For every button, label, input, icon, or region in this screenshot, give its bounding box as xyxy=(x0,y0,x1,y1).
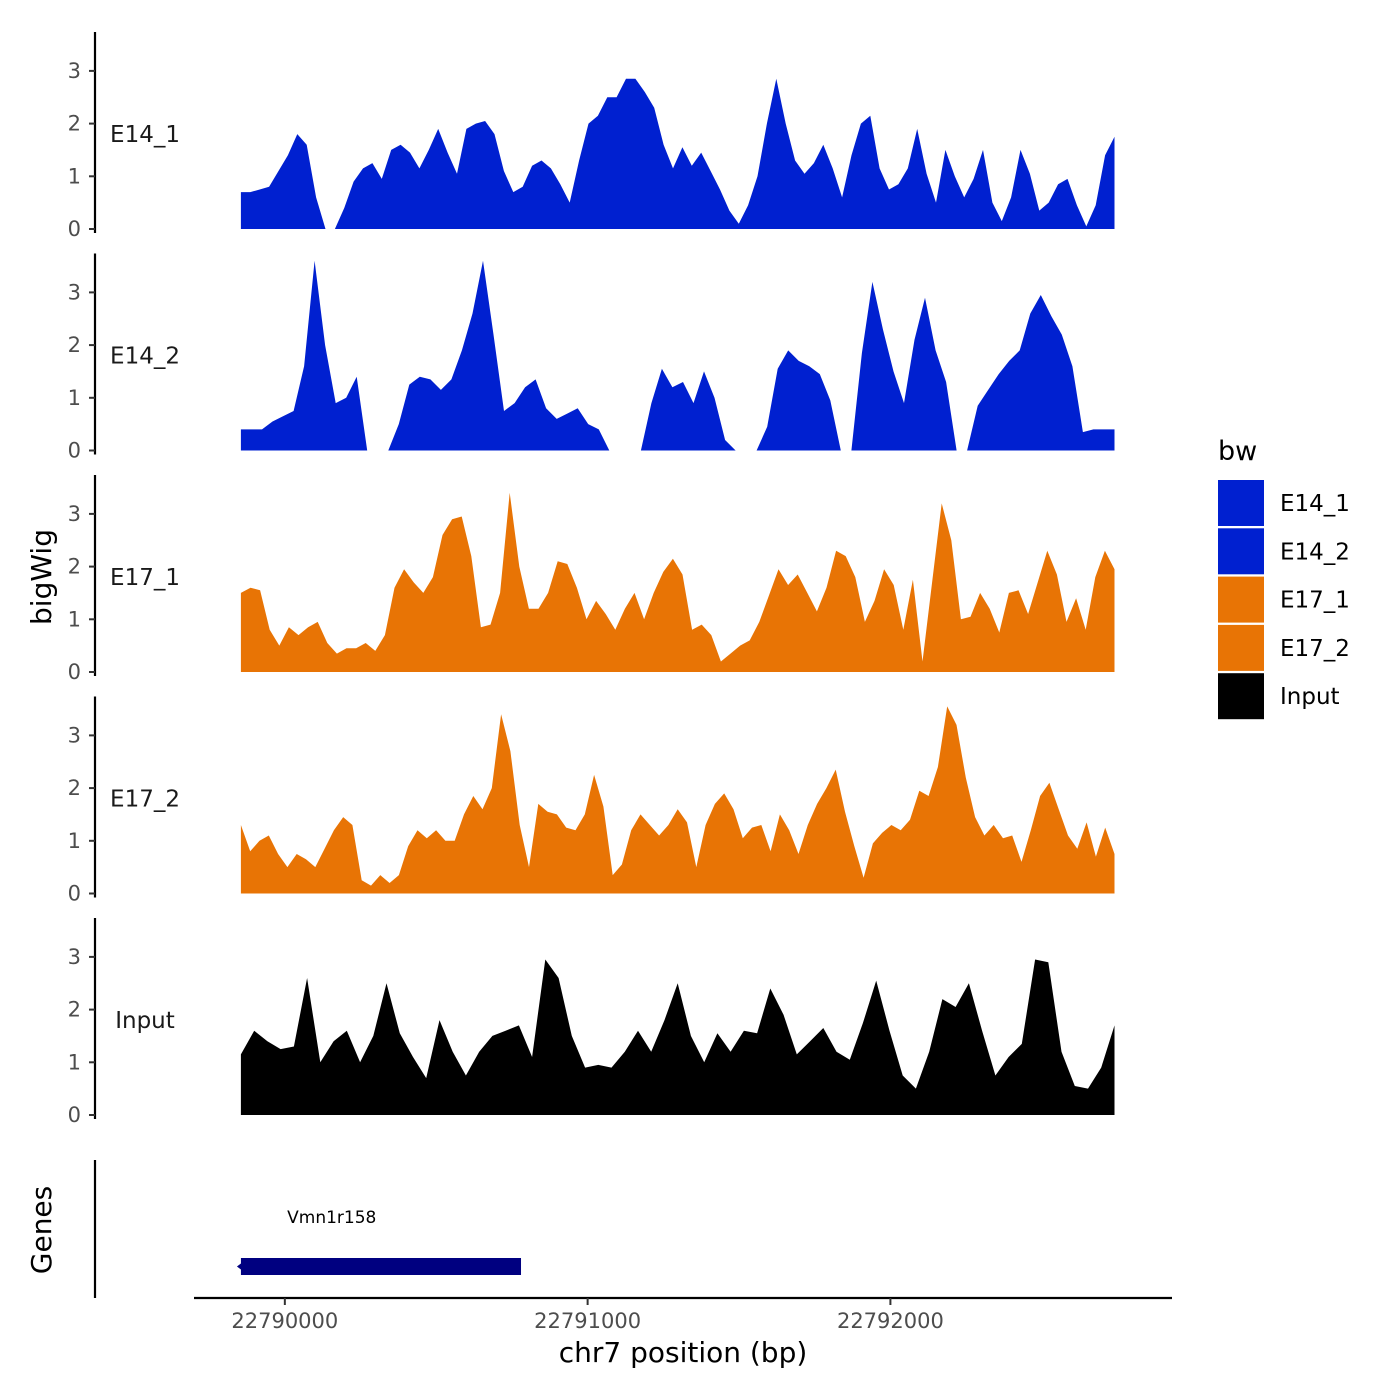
y-tick-label-Input-0: 0 xyxy=(68,1103,81,1127)
track-E17_1: 0 1 2 3 E17_1 xyxy=(68,475,1115,684)
track-label-E14_2: E14_2 xyxy=(110,344,180,370)
track-label-E17_2: E17_2 xyxy=(110,787,180,813)
y-tick-label-E17_1-3: 3 xyxy=(68,502,81,526)
legend-label-E14_2: E14_2 xyxy=(1280,539,1350,565)
legend-label-E17_2: E17_2 xyxy=(1280,636,1350,662)
x-axis-title: chr7 position (bp) xyxy=(559,1336,808,1369)
track-label-Input: Input xyxy=(115,1008,175,1034)
x-tick-label-22791000: 22791000 xyxy=(534,1309,641,1333)
y-tick-label-E17_2-1: 1 xyxy=(68,829,81,853)
legend-key-Input xyxy=(1218,673,1264,720)
y-tick-label-E14_2-2: 2 xyxy=(68,333,81,357)
y-tick-label-E14_1-0: 0 xyxy=(68,217,81,241)
y-tick-label-E17_2-0: 0 xyxy=(68,882,81,906)
legend-key-E17_1 xyxy=(1218,576,1264,623)
y-tick-label-E17_1-0: 0 xyxy=(68,660,81,684)
y-tick-label-E14_1-1: 1 xyxy=(68,164,81,188)
y-tick-label-Input-2: 2 xyxy=(68,998,81,1022)
area-E14_1 xyxy=(240,78,1115,229)
legend-key-E17_2 xyxy=(1218,624,1264,671)
area-Input xyxy=(240,959,1115,1115)
signal-tracks: 0 1 2 3 E14_1 0 1 2 3 E14_2 0 1 2 3 E17_1 0 1 2 3 E17_2 0 1 2 3… xyxy=(68,32,1115,1127)
area-E17_2 xyxy=(240,706,1115,894)
y-tick-label-E17_2-2: 2 xyxy=(68,776,81,800)
legend: bw E14_1 E14_2 E17_1 E17_2 Input xyxy=(1218,436,1350,720)
x-tick-label-22792000: 22792000 xyxy=(837,1309,944,1333)
area-E17_1 xyxy=(240,492,1115,672)
area-E14_2 xyxy=(240,260,1115,451)
track-E17_2: 0 1 2 3 E17_2 xyxy=(68,696,1115,906)
y-tick-label-E14_1-2: 2 xyxy=(68,112,81,136)
track-label-E14_1: E14_1 xyxy=(110,122,180,148)
legend-title: bw xyxy=(1218,436,1257,467)
y-axis-title-tracks: bigWig xyxy=(25,529,58,625)
track-label-E17_1: E17_1 xyxy=(110,565,180,591)
track-E14_1: 0 1 2 3 E14_1 xyxy=(68,32,1115,241)
y-tick-label-E14_1-3: 3 xyxy=(68,59,81,83)
legend-label-E14_1: E14_1 xyxy=(1280,491,1350,517)
x-axis: 22790000 22791000 22792000 xyxy=(194,1296,1172,1333)
legend-key-E14_1 xyxy=(1218,480,1264,526)
y-tick-label-E14_2-3: 3 xyxy=(68,280,81,304)
y-axis-title-genes: Genes xyxy=(25,1186,58,1274)
y-tick-label-E17_1-2: 2 xyxy=(68,555,81,579)
y-tick-label-Input-3: 3 xyxy=(68,945,81,969)
gene-label-Vmn1r158: Vmn1r158 xyxy=(287,1208,376,1228)
gene-strand-arrow-Vmn1r158 xyxy=(236,1262,243,1271)
y-tick-label-E17_1-1: 1 xyxy=(68,607,81,631)
gene-track: Vmn1r158 xyxy=(93,1160,522,1298)
y-tick-label-E14_2-0: 0 xyxy=(68,439,81,463)
track-Input: 0 1 2 3 Input xyxy=(68,918,1115,1127)
y-tick-label-E14_2-1: 1 xyxy=(68,386,81,410)
y-tick-label-E17_2-3: 3 xyxy=(68,723,81,747)
legend-label-E17_1: E17_1 xyxy=(1280,588,1350,614)
x-tick-label-22790000: 22790000 xyxy=(231,1309,338,1333)
track-E14_2: 0 1 2 3 E14_2 xyxy=(68,253,1115,463)
y-tick-label-Input-1: 1 xyxy=(68,1050,81,1074)
legend-label-Input: Input xyxy=(1280,684,1340,710)
gene-bar-Vmn1r158 xyxy=(240,1258,522,1275)
legend-key-E14_2 xyxy=(1218,528,1264,575)
